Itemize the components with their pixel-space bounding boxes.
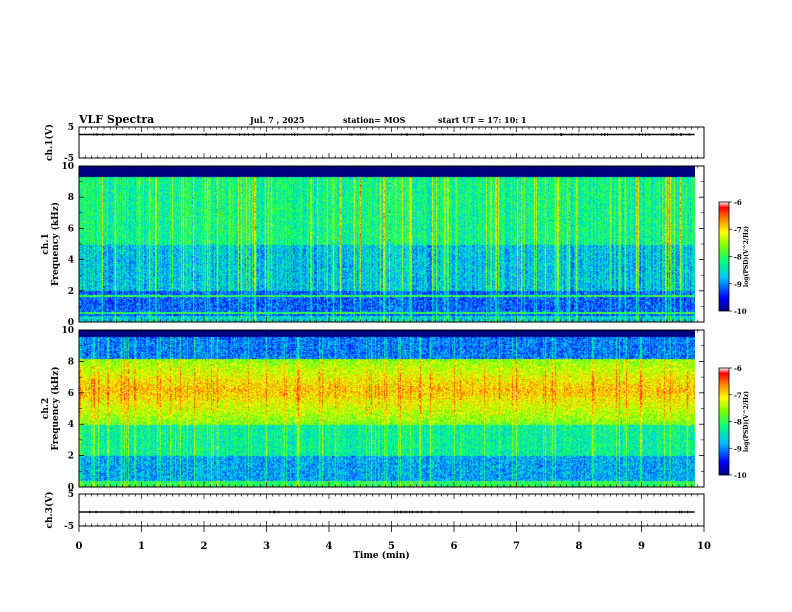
- x-tick-label: 1: [138, 541, 145, 552]
- y-tick-label: 10: [61, 326, 74, 336]
- y-axis-waveform-label: ch.3(V): [44, 492, 55, 529]
- colorbar-label: log(PSD)(V^2/Hz): [743, 391, 750, 452]
- x-tick-label: 8: [576, 541, 583, 552]
- y-axis-frequency-label: Frequency (kHz): [50, 202, 61, 286]
- start-time-label: start UT = 17: 10: 1: [438, 115, 527, 125]
- y-tick-label: 2: [68, 287, 74, 297]
- y-tick-label: -5: [64, 154, 74, 164]
- chart-title: VLF Spectra: [79, 113, 155, 126]
- colorbar-tick-label: -7: [734, 391, 742, 400]
- station-label: station= MOS: [343, 115, 406, 125]
- colorbar-tick-label: -10: [734, 471, 747, 480]
- y-tick-label: 6: [68, 389, 74, 399]
- colorbar-tick-label: -6: [734, 364, 742, 373]
- y-tick-label: 8: [68, 193, 74, 203]
- x-tick-label: 0: [76, 541, 83, 552]
- colorbar-tick-label: -9: [734, 280, 742, 289]
- y-tick-label: 2: [68, 452, 74, 462]
- y-tick-label: 5: [68, 123, 74, 133]
- y-tick-label: 6: [68, 224, 74, 234]
- x-tick-label: 4: [326, 541, 333, 552]
- x-tick-label: 5: [388, 541, 395, 552]
- y-axis-channel-label: ch.1: [41, 233, 51, 254]
- y-tick-label: 0: [68, 483, 74, 493]
- y-tick-label: 4: [68, 420, 74, 430]
- y-tick-label: 10: [61, 162, 74, 172]
- x-tick-label: 3: [263, 541, 270, 552]
- colorbar-tick-label: -9: [734, 444, 742, 453]
- date-label: Jul. 7 , 2025: [250, 115, 305, 125]
- y-tick-label: 8: [68, 357, 74, 367]
- x-tick-label: 9: [638, 541, 645, 552]
- colorbar-tick-label: -7: [734, 225, 742, 234]
- colorbar-tick-label: -8: [734, 253, 742, 262]
- y-tick-label: 0: [68, 318, 74, 328]
- y-tick-label: 4: [68, 256, 74, 266]
- colorbar-tick-label: -8: [734, 418, 742, 427]
- colorbar-ch1: [718, 201, 730, 312]
- colorbar-tick-label: -6: [734, 198, 742, 207]
- y-tick-label: -5: [64, 522, 74, 532]
- spectrogram-ch1-image: [79, 166, 695, 322]
- y-tick-label: 5: [68, 490, 74, 500]
- x-tick-label: 10: [697, 541, 711, 552]
- x-tick-label: 6: [451, 541, 458, 552]
- y-axis-channel-label: ch.2: [41, 398, 51, 419]
- colorbar-ch2: [718, 367, 730, 476]
- y-axis-waveform-label: ch.1(V): [44, 124, 55, 161]
- colorbar-tick-label: -10: [734, 307, 747, 316]
- colorbar-label: log(PSD)(V^2/Hz): [743, 226, 750, 287]
- x-tick-label: 2: [201, 541, 208, 552]
- x-axis-label: Time (min): [353, 550, 410, 561]
- y-axis-frequency-label: Frequency (kHz): [50, 366, 61, 450]
- x-tick-label: 7: [513, 541, 520, 552]
- spectrogram-ch2-image: [79, 330, 695, 487]
